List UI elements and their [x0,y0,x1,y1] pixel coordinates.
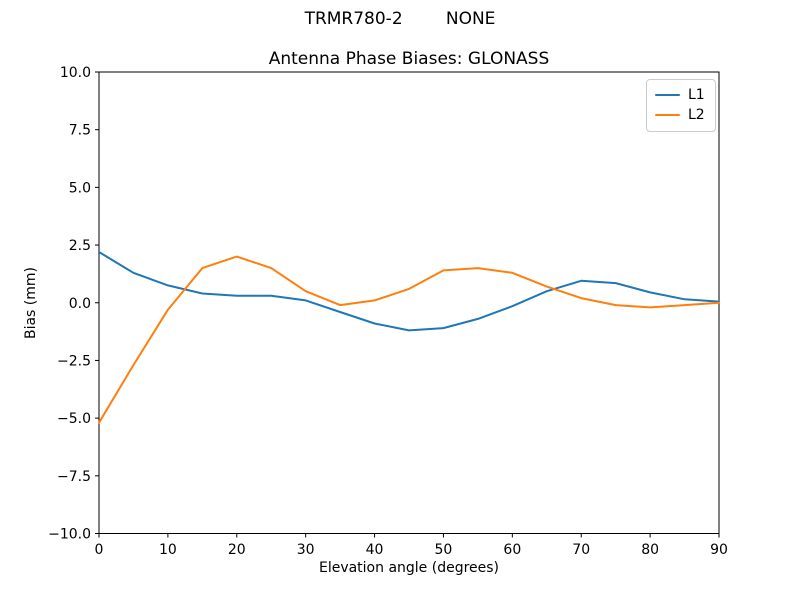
x-tick-label: 0 [95,542,104,558]
legend-entry-l2: L2 [655,105,705,125]
legend-swatch-l2 [655,114,680,116]
y-axis-label: Bias (mm) [23,266,39,340]
x-tick-label: 10 [159,542,177,558]
legend-swatch-l1 [655,94,680,96]
x-tick-label: 80 [641,542,659,558]
y-tick-label: 5.0 [69,180,91,196]
y-tick-label: −2.5 [57,353,91,369]
chart-title: Antenna Phase Biases: GLONASS [268,49,550,69]
x-tick-label: 40 [366,542,384,558]
y-tick-label: 10.0 [60,65,91,81]
y-tick-label: −10.0 [48,527,91,543]
x-tick-label: 60 [503,542,521,558]
y-tick-label: 7.5 [69,123,91,139]
series-line-l1 [98,251,720,332]
legend: L1 L2 [646,79,716,132]
y-tick-label: 0.0 [69,296,91,312]
legend-entry-l1: L1 [655,85,705,105]
legend-label-l2: L2 [688,107,705,123]
series-line-l2 [98,255,720,424]
x-axis-label: Elevation angle (degrees) [318,560,500,576]
x-tick-label: 70 [572,542,590,558]
y-tick-label: 2.5 [69,238,91,254]
x-tick-label: 20 [228,542,246,558]
x-tick-label: 50 [435,542,453,558]
figure-suptitle: TRMR780-2 NONE [304,9,496,29]
legend-label-l1: L1 [688,87,705,103]
y-tick-label: −7.5 [57,469,91,485]
x-tick-label: 30 [297,542,315,558]
y-tick-label: −5.0 [57,411,91,427]
x-tick-label: 90 [710,542,728,558]
plot-area [98,71,720,534]
